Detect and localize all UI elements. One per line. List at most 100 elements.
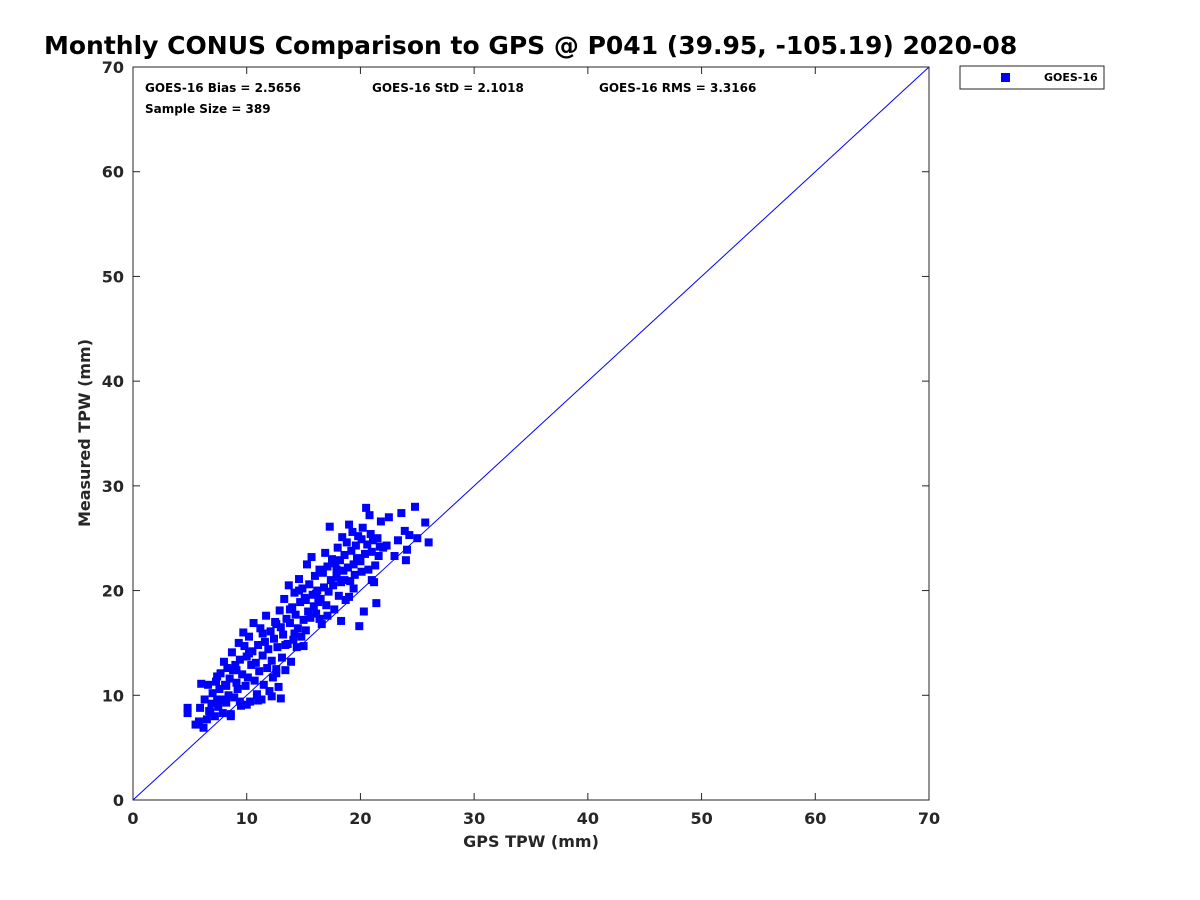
data-point [224,691,233,700]
data-point [272,669,281,678]
data-point [241,681,250,690]
data-point [306,613,315,622]
data-point [424,538,433,547]
data-point [240,642,249,651]
data-point [400,526,409,535]
data-point [255,667,264,676]
data-point [373,534,382,543]
y-tick-label: 10 [102,686,124,705]
data-point [196,703,205,712]
data-point [371,561,380,570]
data-point [282,614,291,623]
data-point [262,611,271,620]
data-point [281,641,290,650]
data-point [252,690,261,699]
data-point [225,674,234,683]
data-point [304,607,313,616]
data-point [343,563,352,572]
axis-ticks: 0 10 20 30 40 50 60 70 0 10 20 30 40 50 60 70 [102,58,940,828]
data-point [213,695,222,704]
data-point [318,568,327,577]
data-point [204,680,213,689]
data-point [218,709,227,718]
data-point [301,626,310,635]
data-point [280,594,289,603]
data-point [355,622,364,631]
data-point [295,575,304,584]
y-axis-label: Measured TPW (mm) [75,339,94,527]
data-point [376,517,385,526]
data-point [276,623,285,632]
data-point [349,584,358,593]
data-point [273,643,282,652]
y-tick-label: 20 [102,582,124,601]
data-point [348,527,357,536]
data-point [258,651,267,660]
data-point [216,669,225,678]
data-point [258,629,267,638]
data-point [212,677,221,686]
data-point [235,655,244,664]
x-axis-label: GPS TPW (mm) [463,832,599,851]
data-point [393,536,402,545]
data-point [307,553,316,562]
data-point [403,545,412,554]
data-point [366,530,375,539]
x-tick-label: 10 [236,809,258,828]
data-point [223,664,232,673]
data-point [340,550,349,559]
data-point [243,673,252,682]
x-tick-label: 0 [127,809,138,828]
x-tick-label: 30 [463,809,485,828]
data-point [244,632,253,641]
reference-line-group [132,66,930,801]
data-point [324,587,333,596]
data-point [247,660,256,669]
data-point [227,648,236,657]
data-point [267,692,276,701]
data-point [357,567,366,576]
data-point [234,638,243,647]
data-point [194,717,203,726]
data-point [323,562,332,571]
data-point [299,615,308,624]
data-point [238,670,247,679]
data-point [199,723,208,732]
data-point [340,576,349,585]
data-point [367,576,376,585]
data-point [214,702,223,711]
data-point [244,649,253,658]
data-point [334,591,343,600]
data-point [331,559,340,568]
stat-bias: GOES-16 Bias = 2.5656 [145,81,301,95]
data-point [276,694,285,703]
data-point [312,589,321,598]
x-tick-label: 40 [577,809,599,828]
data-point [325,522,334,531]
data-point [222,698,231,707]
stat-sample-size: Sample Size = 389 [145,102,271,116]
data-point [232,678,241,687]
data-point [342,538,351,547]
data-point [207,699,216,708]
legend-label-goes16: GOES-16 [1044,71,1098,84]
data-point [266,627,275,636]
data-point [321,548,330,557]
data-point [351,541,360,550]
data-point [421,518,430,527]
data-point [365,511,374,520]
data-point [309,602,318,611]
y-tick-label: 0 [113,791,124,810]
data-point [333,543,342,552]
data-point [259,680,268,689]
data-point [350,570,359,579]
data-point [272,665,281,674]
data-point [382,541,391,550]
data-point [297,632,306,641]
data-point [312,609,321,618]
data-point [290,629,299,638]
data-point [202,715,211,724]
data-point [230,693,239,702]
data-point [397,509,406,518]
data-point [197,679,206,688]
